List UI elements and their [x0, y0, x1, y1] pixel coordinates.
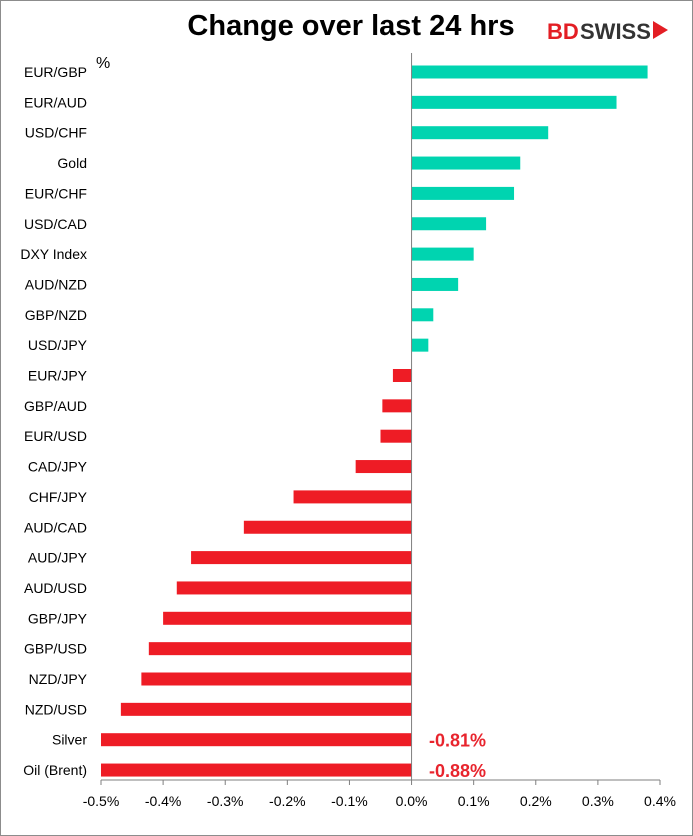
category-label-silver: Silver	[52, 732, 87, 748]
bar-aud-jpy	[191, 551, 412, 565]
bars-group	[101, 65, 648, 777]
bar-aud-nzd	[411, 277, 459, 291]
category-label-chf-jpy: CHF/JPY	[29, 489, 88, 505]
x-tick-label: 0.0%	[396, 793, 428, 809]
logo-text-bd: BD	[547, 19, 579, 44]
bar-usd-chf	[411, 126, 549, 140]
category-label-nzd-usd: NZD/USD	[25, 701, 87, 717]
x-tick-label: -0.3%	[207, 793, 244, 809]
category-label-eur-chf: EUR/CHF	[25, 185, 87, 201]
category-label-cad-jpy: CAD/JPY	[28, 459, 88, 475]
data-labels: -0.81% -0.88%	[429, 731, 486, 781]
bar-cad-jpy	[355, 460, 412, 474]
category-label-usd-cad: USD/CAD	[24, 216, 87, 232]
x-tick-label: 0.4%	[644, 793, 676, 809]
category-label-gold: Gold	[57, 155, 87, 171]
category-label-gbp-jpy: GBP/JPY	[28, 610, 88, 626]
x-tick-label: 0.1%	[458, 793, 490, 809]
category-label-aud-usd: AUD/USD	[24, 580, 87, 596]
category-label-eur-aud: EUR/AUD	[24, 94, 87, 110]
bar-nzd-usd	[120, 702, 412, 716]
category-label-aud-nzd: AUD/NZD	[25, 276, 87, 292]
bar-eur-aud	[411, 95, 617, 109]
x-tick-label: 0.2%	[520, 793, 552, 809]
chart-title: Change over last 24 hrs	[187, 10, 514, 42]
category-label-nzd-jpy: NZD/JPY	[29, 671, 88, 687]
x-tick-label: -0.4%	[145, 793, 182, 809]
bar-eur-gbp	[411, 65, 648, 79]
category-label-usd-chf: USD/CHF	[25, 125, 87, 141]
category-label-gbp-nzd: GBP/NZD	[25, 307, 87, 323]
bar-oil-brent	[101, 763, 412, 777]
bar-dxy-index	[411, 247, 474, 261]
x-tick-label: -0.1%	[331, 793, 368, 809]
bar-gbp-nzd	[411, 308, 434, 322]
bar-aud-usd	[176, 581, 412, 595]
bar-silver	[101, 733, 412, 747]
logo-arrow-icon	[653, 21, 668, 39]
bdswiss-logo: BD SWISS	[547, 19, 668, 44]
unit-label: %	[96, 55, 110, 72]
logo-text-swiss: SWISS	[580, 19, 651, 44]
bar-gbp-usd	[148, 642, 412, 656]
category-label-gbp-usd: GBP/USD	[24, 641, 87, 657]
x-axis: -0.5% -0.4% -0.3% -0.2% -0.1% 0.0% 0.1% 0.2% 0.3…	[83, 53, 676, 809]
category-label-eur-usd: EUR/USD	[24, 428, 87, 444]
category-label-oil-brent: Oil (Brent)	[23, 762, 87, 778]
x-tick-label: 0.3%	[582, 793, 614, 809]
x-tick-label: -0.5%	[83, 793, 120, 809]
bar-aud-cad	[243, 520, 412, 534]
bar-nzd-jpy	[141, 672, 412, 686]
bar-chf-jpy	[293, 490, 412, 504]
x-tick-label: -0.2%	[269, 793, 306, 809]
bar-usd-jpy	[411, 338, 429, 352]
data-label-silver: -0.81%	[429, 731, 486, 751]
category-labels: EUR/GBP EUR/AUD USD/CHF Gold EUR/CHF USD/CAD D…	[20, 64, 87, 778]
category-label-usd-jpy: USD/JPY	[28, 337, 88, 353]
bar-eur-usd	[380, 429, 412, 443]
data-label-oil-brent: -0.88%	[429, 761, 486, 781]
bar-gbp-jpy	[163, 611, 412, 625]
category-label-gbp-aud: GBP/AUD	[24, 398, 87, 414]
category-label-aud-cad: AUD/CAD	[24, 519, 87, 535]
category-label-dxy-index: DXY Index	[20, 246, 87, 262]
category-label-aud-jpy: AUD/JPY	[28, 550, 88, 566]
category-label-eur-jpy: EUR/JPY	[28, 368, 88, 384]
bar-usd-cad	[411, 217, 487, 231]
bar-eur-chf	[411, 186, 515, 200]
bar-eur-jpy	[392, 369, 412, 382]
category-label-eur-gbp: EUR/GBP	[24, 64, 87, 80]
bar-gold	[411, 156, 521, 170]
bar-gbp-aud	[382, 399, 412, 413]
